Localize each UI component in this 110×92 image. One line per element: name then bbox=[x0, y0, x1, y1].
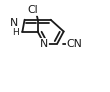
Text: N: N bbox=[10, 18, 18, 28]
Text: N: N bbox=[40, 39, 48, 49]
Text: CN: CN bbox=[67, 39, 82, 49]
Text: H: H bbox=[12, 28, 18, 37]
Text: Cl: Cl bbox=[27, 5, 38, 15]
